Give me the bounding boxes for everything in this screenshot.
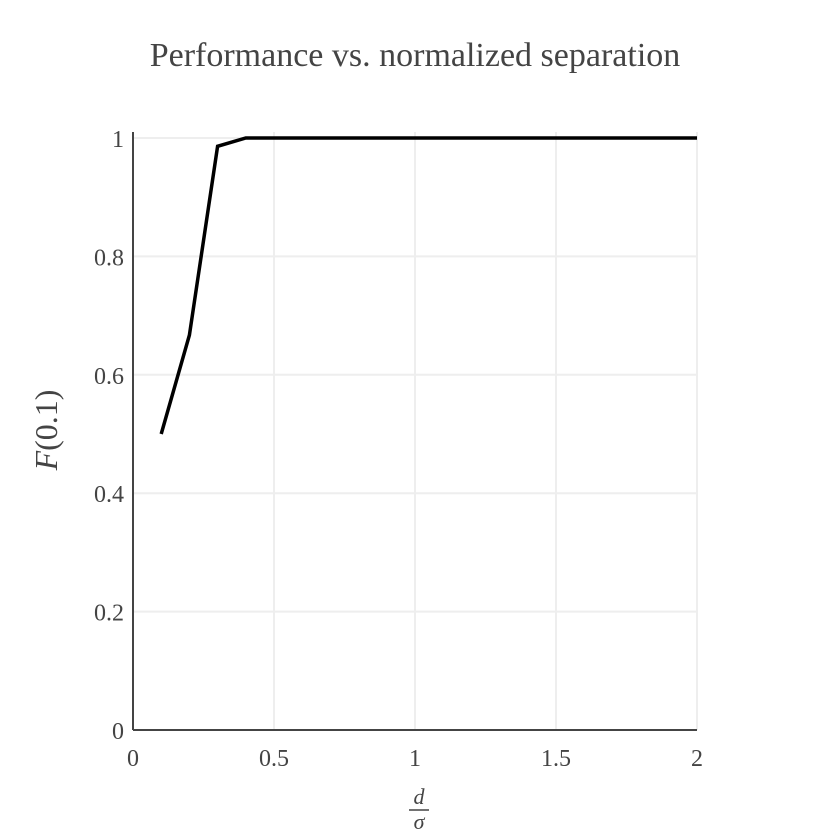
series-line: [159, 136, 697, 435]
chart-title: Performance vs. normalized separation: [150, 37, 681, 74]
y-tick-label: 0.6: [94, 364, 124, 390]
y-tick-label: 1: [112, 127, 124, 153]
y-tick-labels: 0 0.2 0.4 0.6 0.8 1: [94, 127, 124, 745]
y-tick-label: 0.2: [94, 601, 124, 627]
grid: [133, 132, 698, 730]
y-tick-label: 0: [112, 719, 124, 745]
y-axis-label: F(0.1): [28, 390, 64, 472]
y-tick-label: 0.8: [94, 245, 124, 271]
axes: [132, 132, 697, 731]
x-axis-label-denominator: σ: [414, 809, 426, 830]
y-axis-label-rest: (0.1): [28, 390, 64, 451]
x-tick-label: 1: [409, 746, 421, 772]
x-tick-label: 0.5: [259, 746, 289, 772]
x-tick-label: 2: [691, 746, 703, 772]
x-axis-label-numerator: d: [414, 784, 426, 809]
x-tick-label: 0: [127, 746, 139, 772]
x-tick-label: 1.5: [541, 746, 571, 772]
series-layer: [159, 136, 698, 435]
x-axis-label: d σ: [409, 784, 429, 830]
y-tick-label: 0.4: [94, 482, 124, 508]
y-axis-label-italic: F: [28, 450, 64, 471]
x-tick-labels: 0 0.5 1 1.5 2: [127, 746, 703, 772]
